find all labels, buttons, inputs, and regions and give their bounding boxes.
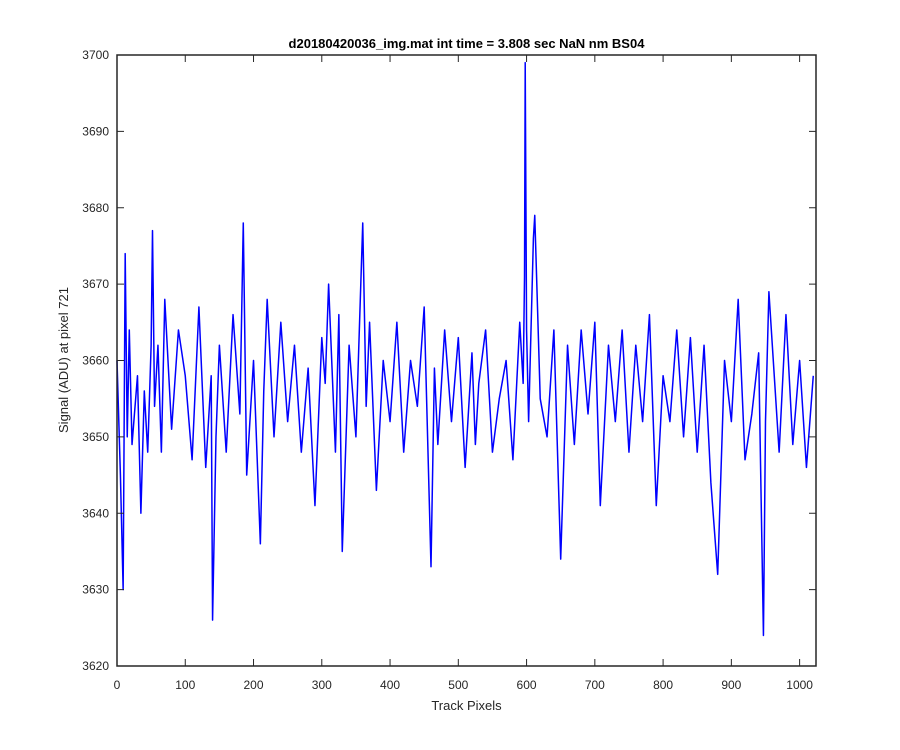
x-tick-label: 500 xyxy=(448,678,468,692)
y-tick-label: 3700 xyxy=(82,48,109,62)
x-tick-label: 100 xyxy=(175,678,195,692)
x-tick-label: 900 xyxy=(721,678,741,692)
series-line-0 xyxy=(116,61,815,637)
plot-area xyxy=(117,55,816,666)
ticks-layer: 0 100 200 300 400 500 600 700 800 900 1000 3620 3630… xyxy=(82,48,816,692)
y-tick-label: 3640 xyxy=(82,506,109,520)
x-axis-label: Track Pixels xyxy=(431,698,502,713)
y-tick-label: 3690 xyxy=(82,124,109,138)
series-layer xyxy=(116,61,815,637)
x-tick-label: 1000 xyxy=(786,678,813,692)
x-tick-label: 700 xyxy=(585,678,605,692)
x-tick-label: 400 xyxy=(380,678,400,692)
x-tick-label: 0 xyxy=(114,678,121,692)
x-tick-label: 200 xyxy=(244,678,264,692)
x-tick-label: 800 xyxy=(653,678,673,692)
y-tick-label: 3670 xyxy=(82,277,109,291)
y-tick-label: 3680 xyxy=(82,201,109,215)
x-tick-label: 600 xyxy=(517,678,537,692)
y-tick-label: 3650 xyxy=(82,430,109,444)
x-tick-label: 300 xyxy=(312,678,332,692)
y-tick-label: 3630 xyxy=(82,583,109,597)
chart-title: d20180420036_img.mat int time = 3.808 se… xyxy=(289,36,646,51)
y-axis-label: Signal (ADU) at pixel 721 xyxy=(56,287,71,433)
y-tick-label: 3620 xyxy=(82,659,109,673)
y-tick-label: 3660 xyxy=(82,354,109,368)
plot-frame xyxy=(116,54,817,667)
